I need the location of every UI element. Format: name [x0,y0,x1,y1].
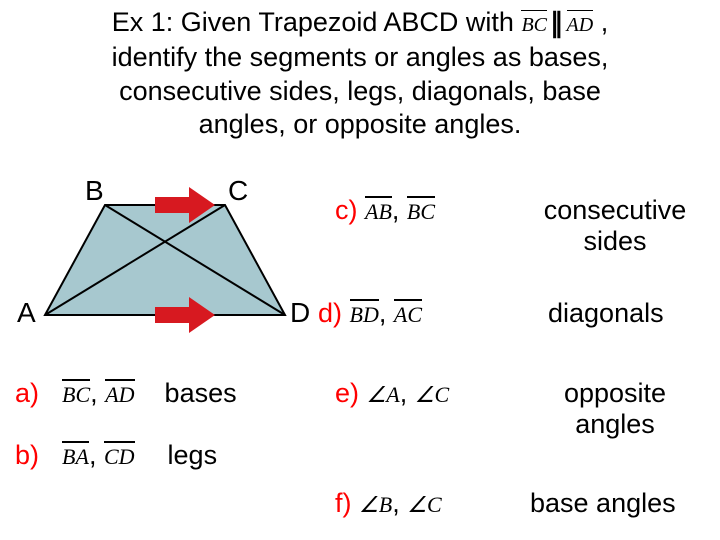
item-c-answer1: consecutive [530,195,700,226]
item-f: f) ∠B, ∠C [335,488,442,519]
seg-bc: BC [521,10,547,38]
problem-prefix: Ex 1: Given Trapezoid ABCD with [112,7,522,37]
problem-line3: consecutive sides, legs, diagonals, base [0,75,720,109]
trapezoid-polygon [45,205,285,315]
item-e-label: e) [335,378,359,408]
problem-line1: Ex 1: Given Trapezoid ABCD with BC ∥ AD … [0,6,720,41]
item-d-seg2: AC [394,299,422,328]
parallel-notation: BC ∥ AD [521,7,593,41]
item-a: a) BC, AD bases [15,378,237,409]
item-e-ang2: ∠C [415,382,449,407]
item-f-answer: base angles [530,488,676,519]
item-d: d) BD, AC [318,298,422,329]
item-f-ang2: ∠C [407,492,441,517]
item-e: e) ∠A, ∠C [335,378,449,409]
vertex-a: A [17,297,36,329]
problem-statement: Ex 1: Given Trapezoid ABCD with BC ∥ AD … [0,0,720,142]
item-b-seg2: CD [104,441,135,470]
item-b-seg1: BA [62,441,89,470]
item-e-answer2: angles [545,409,685,440]
item-a-seg1: BC [62,379,90,408]
item-e-answer: opposite angles [545,378,685,440]
item-d-seg1: BD [350,299,379,328]
item-e-ang1: ∠A [367,382,400,407]
item-b: b) BA, CD legs [15,440,217,471]
vertex-d: D [290,297,310,329]
item-c-answer2: sides [530,226,700,257]
item-a-label: a) [15,378,39,408]
item-c: c) AB, BC [335,195,435,226]
vertex-c: C [228,175,248,207]
item-a-seg2: AD [105,379,134,408]
item-c-label: c) [335,195,358,225]
item-c-seg2: BC [407,196,435,225]
parallel-symbol: ∥ [550,7,564,41]
problem-comma: , [601,7,609,37]
item-d-answer: diagonals [548,298,664,329]
item-f-ang1: ∠B [359,492,392,517]
seg-ad: AD [567,10,594,38]
trapezoid-svg [15,175,315,345]
item-e-answer1: opposite [545,378,685,409]
problem-line2: identify the segments or angles as bases… [0,41,720,75]
item-b-label: b) [15,440,39,470]
item-b-answer: legs [168,440,218,470]
item-c-seg1: AB [365,196,392,225]
item-c-answer: consecutive sides [530,195,700,257]
item-a-answer: bases [165,378,237,408]
problem-line4: angles, or opposite angles. [0,108,720,142]
trapezoid-figure: B C A D [15,175,315,345]
item-d-label: d) [318,298,342,328]
vertex-b: B [85,175,104,207]
item-f-label: f) [335,488,352,518]
